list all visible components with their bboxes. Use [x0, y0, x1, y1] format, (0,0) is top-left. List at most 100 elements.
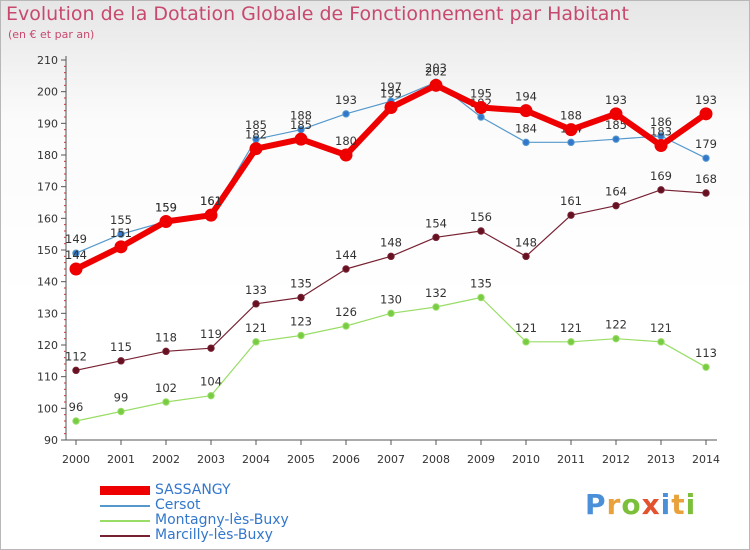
data-label-montagny-l-s-buxy: 102	[155, 381, 177, 395]
data-point-marcilly-l-s-buxy	[162, 347, 170, 356]
data-point-montagny-l-s-buxy	[612, 334, 620, 343]
data-label-marcilly-l-s-buxy: 144	[335, 248, 357, 262]
x-tick-label: 2009	[467, 453, 495, 466]
data-point-cersot	[522, 138, 530, 147]
y-tick-label: 100	[37, 402, 58, 415]
data-point-montagny-l-s-buxy	[657, 338, 665, 346]
y-tick-label: 200	[37, 86, 58, 99]
data-point-sassangy	[249, 142, 263, 156]
data-point-sassangy	[699, 107, 713, 121]
data-point-sassangy	[609, 107, 623, 121]
data-point-marcilly-l-s-buxy	[702, 189, 710, 197]
data-label-montagny-l-s-buxy: 130	[380, 292, 402, 306]
data-label-cersot: 185	[605, 118, 627, 132]
data-point-cersot	[342, 110, 350, 118]
chart-subtitle: (en € et par an)	[8, 28, 95, 41]
data-label-cersot: 155	[110, 213, 132, 227]
data-point-marcilly-l-s-buxy	[567, 211, 575, 219]
y-tick-label: 150	[37, 244, 58, 257]
data-label-sassangy: 183	[650, 125, 672, 139]
proxiti-logo: Proxiti	[585, 488, 697, 521]
data-point-sassangy	[204, 208, 218, 222]
data-point-cersot	[612, 135, 620, 143]
data-label-sassangy: 144	[65, 248, 87, 262]
legend-label-montagny: Montagny-lès-Buxy	[155, 512, 289, 528]
data-label-sassangy: 202	[425, 64, 447, 78]
x-tick-label: 2011	[557, 453, 585, 466]
legend-label-marcilly: Marcilly-lès-Buxy	[155, 527, 273, 543]
x-tick-label: 2000	[62, 453, 90, 466]
data-label-sassangy: 194	[515, 90, 537, 104]
data-point-marcilly-l-s-buxy	[522, 252, 530, 261]
data-point-marcilly-l-s-buxy	[342, 265, 350, 273]
data-label-marcilly-l-s-buxy: 112	[65, 349, 87, 363]
data-point-montagny-l-s-buxy	[567, 338, 575, 346]
data-label-cersot: 149	[65, 232, 87, 246]
data-point-sassangy	[384, 101, 398, 114]
data-point-sassangy	[654, 139, 668, 152]
x-tick-label: 2014	[692, 453, 720, 466]
data-point-sassangy	[519, 104, 533, 118]
data-point-marcilly-l-s-buxy	[657, 186, 665, 194]
data-label-cersot: 197	[380, 80, 402, 94]
data-label-montagny-l-s-buxy: 126	[335, 305, 357, 319]
data-label-cersot: 159	[155, 201, 177, 215]
data-point-montagny-l-s-buxy	[477, 293, 485, 302]
x-tick-label: 2013	[647, 453, 675, 466]
data-point-sassangy	[429, 78, 443, 92]
data-point-marcilly-l-s-buxy	[387, 252, 395, 261]
y-tick-label: 140	[37, 276, 58, 289]
data-label-montagny-l-s-buxy: 121	[560, 321, 582, 335]
data-label-cersot: 188	[290, 109, 312, 123]
data-point-cersot	[702, 154, 710, 162]
data-label-sassangy: 159	[155, 201, 177, 215]
y-tick-label: 110	[37, 371, 58, 384]
data-label-marcilly-l-s-buxy: 119	[200, 327, 222, 341]
data-point-montagny-l-s-buxy	[72, 417, 80, 425]
legend-swatch-marcilly	[100, 535, 150, 537]
data-label-marcilly-l-s-buxy: 148	[515, 235, 537, 249]
data-label-marcilly-l-s-buxy: 135	[290, 277, 312, 291]
data-label-sassangy: 180	[335, 134, 357, 148]
data-label-marcilly-l-s-buxy: 169	[650, 169, 672, 183]
data-point-montagny-l-s-buxy	[207, 391, 215, 400]
legend-swatch-sassangy	[100, 486, 150, 495]
data-label-cersot: 185	[245, 118, 267, 132]
y-tick-label: 180	[37, 149, 58, 162]
data-point-sassangy	[159, 215, 173, 228]
data-label-marcilly-l-s-buxy: 168	[695, 172, 717, 186]
data-point-sassangy	[339, 148, 353, 162]
data-point-marcilly-l-s-buxy	[297, 293, 305, 302]
data-point-montagny-l-s-buxy	[162, 398, 170, 406]
data-label-montagny-l-s-buxy: 121	[245, 321, 267, 335]
y-tick-label: 170	[37, 181, 58, 194]
data-label-montagny-l-s-buxy: 113	[695, 346, 717, 360]
data-label-montagny-l-s-buxy: 99	[114, 391, 129, 405]
data-label-montagny-l-s-buxy: 132	[425, 286, 447, 300]
data-point-marcilly-l-s-buxy	[432, 233, 440, 242]
x-tick-label: 2003	[197, 453, 225, 466]
data-label-marcilly-l-s-buxy: 133	[245, 283, 267, 297]
x-tick-label: 2012	[602, 453, 630, 466]
data-point-sassangy	[474, 101, 488, 114]
y-tick-label: 190	[37, 117, 58, 130]
data-point-marcilly-l-s-buxy	[612, 201, 620, 210]
data-label-cersot: 186	[650, 115, 672, 129]
data-point-montagny-l-s-buxy	[117, 407, 125, 416]
y-tick-label: 90	[44, 434, 58, 447]
data-point-montagny-l-s-buxy	[522, 338, 530, 346]
legend-swatch-montagny	[100, 520, 150, 522]
data-point-marcilly-l-s-buxy	[477, 227, 485, 235]
data-point-cersot	[72, 249, 80, 257]
data-label-sassangy: 151	[110, 226, 132, 240]
data-label-marcilly-l-s-buxy: 154	[425, 216, 447, 230]
data-label-cersot: 203	[425, 61, 447, 75]
data-point-sassangy	[114, 240, 128, 254]
x-tick-label: 2005	[287, 453, 315, 466]
data-label-sassangy: 195	[470, 87, 492, 101]
data-label-sassangy: 161	[200, 194, 222, 208]
data-point-montagny-l-s-buxy	[387, 309, 395, 318]
data-label-montagny-l-s-buxy: 122	[605, 318, 627, 332]
data-label-cersot: 184	[515, 121, 537, 135]
data-label-sassangy: 182	[245, 128, 267, 142]
